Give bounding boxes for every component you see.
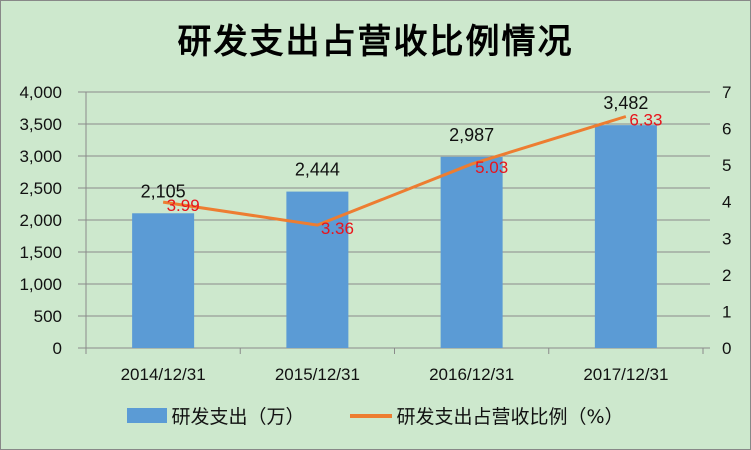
y-left-tick-label: 1,500 — [19, 243, 62, 262]
y-left-tick-label: 1,000 — [19, 275, 62, 294]
x-tick-label: 2016/12/31 — [429, 365, 514, 384]
y-right-tick-label: 4 — [722, 193, 731, 212]
legend-item-line[interactable]: 研发支出占营收比例（%） — [350, 402, 624, 429]
bar-data-label: 2,987 — [449, 125, 494, 145]
line-series — [162, 115, 627, 227]
bar-data-label: 2,105 — [141, 181, 186, 201]
y-left-tick-label: 2,000 — [19, 211, 62, 230]
y-right-tick-label: 3 — [722, 229, 731, 248]
bar — [594, 125, 657, 348]
y-right-tick-label: 7 — [722, 83, 731, 102]
bar-data-label: 3,482 — [603, 93, 648, 113]
bar-data-label: 2,444 — [295, 160, 340, 180]
y-left-tick-label: 500 — [34, 307, 62, 326]
y-right-tick-label: 2 — [722, 266, 731, 285]
legend-swatch-bar — [127, 408, 168, 423]
y-left-tick-label: 3,000 — [19, 147, 62, 166]
y-left-tick-label: 2,500 — [19, 179, 62, 198]
line-data-label: 6.33 — [629, 111, 662, 130]
legend-label-bar: 研发支出（万） — [171, 406, 305, 428]
legend-swatch-line — [350, 413, 393, 418]
x-tick-label: 2015/12/31 — [275, 365, 360, 384]
y-right-tick-label: 0 — [722, 339, 731, 358]
line-data-label: 3.36 — [321, 219, 354, 238]
legend-item-bar[interactable]: 研发支出（万） — [127, 402, 304, 429]
x-tick-label: 2014/12/31 — [121, 365, 206, 384]
legend: 研发支出（万） 研发支出占营收比例（%） — [0, 402, 751, 429]
legend-label-line: 研发支出占营收比例（%） — [396, 406, 624, 428]
x-tick-label: 2017/12/31 — [583, 365, 668, 384]
y-left-tick-label: 4,000 — [19, 83, 62, 102]
bar — [440, 156, 503, 348]
y-right-tick-label: 1 — [722, 302, 731, 321]
bar — [132, 213, 195, 348]
y-right-tick-label: 6 — [722, 120, 731, 139]
y-right-tick-label: 5 — [722, 156, 731, 175]
y-left-tick-label: 0 — [53, 339, 62, 358]
chart-title: 研发支出占营收比例情况 — [177, 22, 574, 62]
y-left-tick-label: 3,500 — [19, 115, 62, 134]
line-data-label: 3.99 — [167, 196, 200, 215]
line-data-label: 5.03 — [475, 158, 508, 177]
